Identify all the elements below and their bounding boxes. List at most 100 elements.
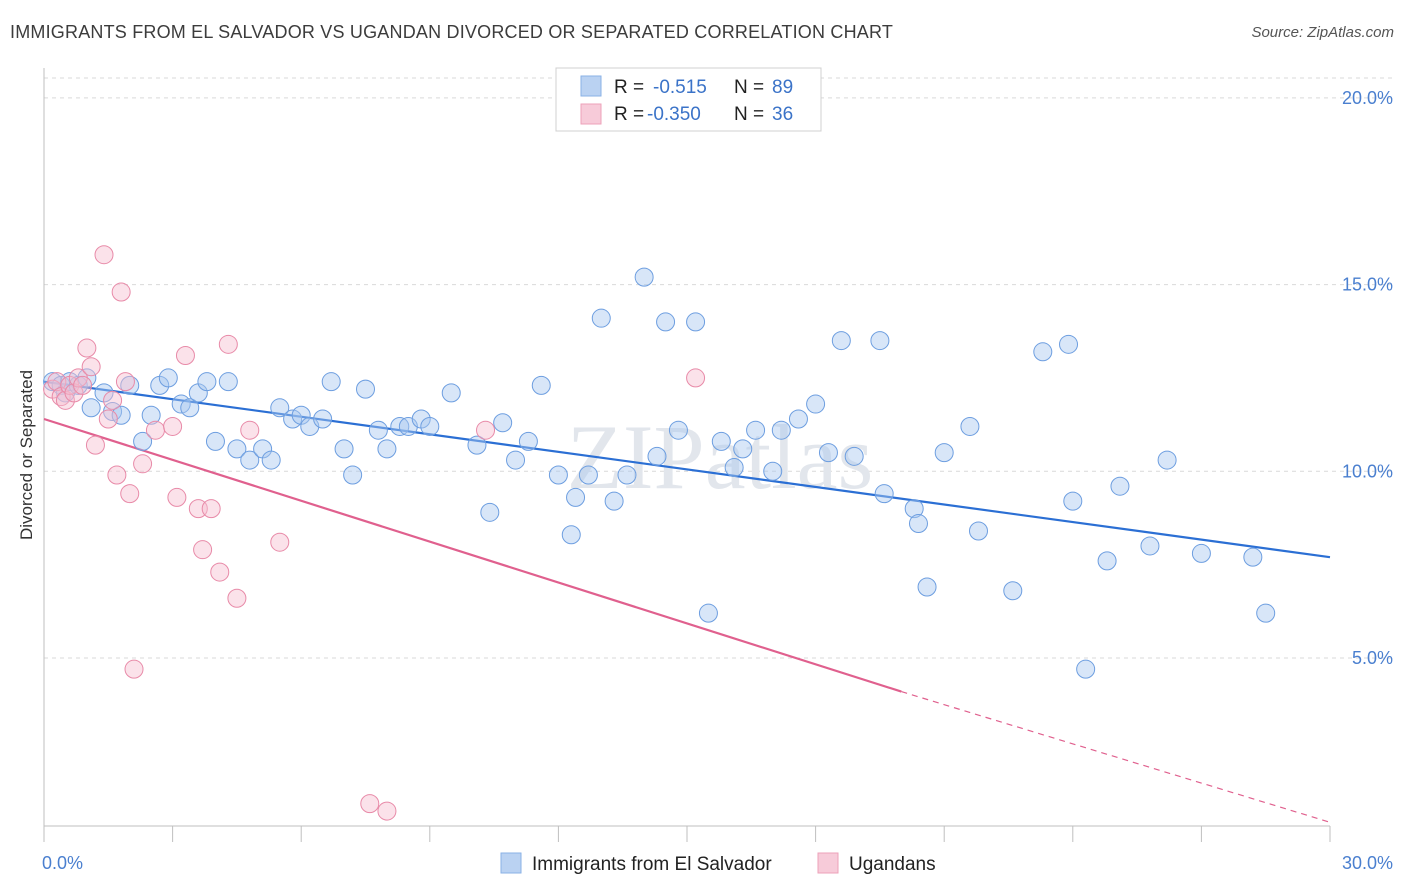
pink-point [163, 416, 183, 436]
blue-point [746, 420, 766, 440]
blue-point [1059, 334, 1079, 354]
legend-n-label-pink: N = [734, 104, 764, 125]
blue-point [870, 331, 890, 351]
blue-point [313, 409, 333, 429]
data-points [43, 245, 1276, 821]
legend-r-label-blue: R = [614, 77, 644, 98]
pink-point [47, 372, 67, 392]
pink-point [85, 435, 105, 455]
blue-point [518, 431, 538, 451]
stats-legend: R = -0.515 N = 89 R = -0.350 N = 36 [555, 67, 822, 132]
blue-point [1243, 547, 1263, 567]
y-tick-label: 15.0% [1342, 275, 1393, 295]
blue-point [81, 398, 101, 418]
blue-point [343, 465, 363, 485]
pink-point [377, 801, 397, 821]
blue-point [844, 446, 864, 466]
legend-n-value-pink: 36 [772, 104, 793, 125]
blue-point [578, 465, 598, 485]
blue-point [1063, 491, 1083, 511]
legend-r-label-pink: R = [614, 104, 644, 125]
pink-point [476, 420, 496, 440]
series-legend-swatch-pink [817, 852, 839, 874]
series-legend: Immigrants from El Salvador Ugandans [500, 852, 936, 875]
blue-point [733, 439, 753, 459]
legend-swatch-pink [580, 103, 602, 125]
blue-point [1076, 659, 1096, 679]
y-tick-labels: 5.0% 10.0% 15.0% 20.0% [1342, 88, 1393, 668]
pink-point [103, 390, 123, 410]
pink-point [77, 338, 97, 358]
blue-point [493, 413, 513, 433]
pink-point [81, 357, 101, 377]
axes [43, 68, 1331, 842]
blue-point [656, 312, 676, 332]
pink-point [94, 245, 114, 265]
blue-point [1140, 536, 1160, 556]
pink-point [73, 375, 93, 395]
y-axis-label: Divorced or Separated [17, 370, 36, 540]
blue-point [1191, 543, 1211, 563]
pink-trend-line-extension [901, 691, 1331, 823]
blue-point [180, 398, 200, 418]
blue-point [1256, 603, 1276, 623]
blue-point [591, 308, 611, 328]
pink-point [175, 346, 195, 366]
blue-point [818, 443, 838, 463]
blue-point [506, 450, 526, 470]
pink-point [227, 588, 247, 608]
blue-point [227, 439, 247, 459]
pink-point [120, 484, 140, 504]
y-tick-label: 5.0% [1352, 648, 1393, 668]
blue-point [711, 431, 731, 451]
blue-point [1097, 551, 1117, 571]
pink-point [107, 465, 127, 485]
blue-point [960, 416, 980, 436]
pink-point [145, 420, 165, 440]
x-tick-labels: 0.0% 30.0% [42, 853, 1393, 873]
blue-point [141, 405, 161, 425]
legend-r-value-pink: -0.350 [647, 104, 701, 125]
blue-point [968, 521, 988, 541]
blue-point [566, 487, 586, 507]
trend-lines [43, 380, 1331, 823]
pink-point [686, 368, 706, 388]
blue-trend-line [43, 380, 1331, 559]
pink-point [133, 454, 153, 474]
pink-point [193, 540, 213, 560]
blue-point [763, 461, 783, 481]
blue-point [420, 416, 440, 436]
blue-point [698, 603, 718, 623]
legend-n-label-blue: N = [734, 77, 764, 98]
blue-point [934, 443, 954, 463]
source-label: Source: ZipAtlas.com [1251, 24, 1394, 41]
series-legend-label-blue: Immigrants from El Salvador [532, 854, 772, 875]
blue-point [1003, 581, 1023, 601]
blue-point [771, 420, 791, 440]
blue-point [831, 331, 851, 351]
blue-point [197, 372, 217, 392]
blue-point [806, 394, 826, 414]
blue-point [1110, 476, 1130, 496]
blue-point [1033, 342, 1053, 362]
blue-point [111, 405, 131, 425]
blue-point [788, 409, 808, 429]
blue-point [467, 435, 487, 455]
blue-point [531, 375, 551, 395]
pink-point [124, 659, 144, 679]
watermark: ZIPatlas [567, 406, 874, 508]
blue-point [441, 383, 461, 403]
blue-point [634, 267, 654, 287]
grid-lines [44, 77, 1395, 659]
pink-point [360, 794, 380, 814]
blue-point [377, 439, 397, 459]
pink-trend-line [43, 417, 902, 693]
x-tick-label-min: 0.0% [42, 853, 83, 873]
blue-point [356, 379, 375, 399]
blue-point [617, 465, 637, 485]
blue-point [686, 312, 706, 332]
blue-point [908, 514, 928, 534]
pink-point [270, 532, 290, 552]
blue-point [1157, 450, 1177, 470]
pink-point [218, 334, 238, 354]
